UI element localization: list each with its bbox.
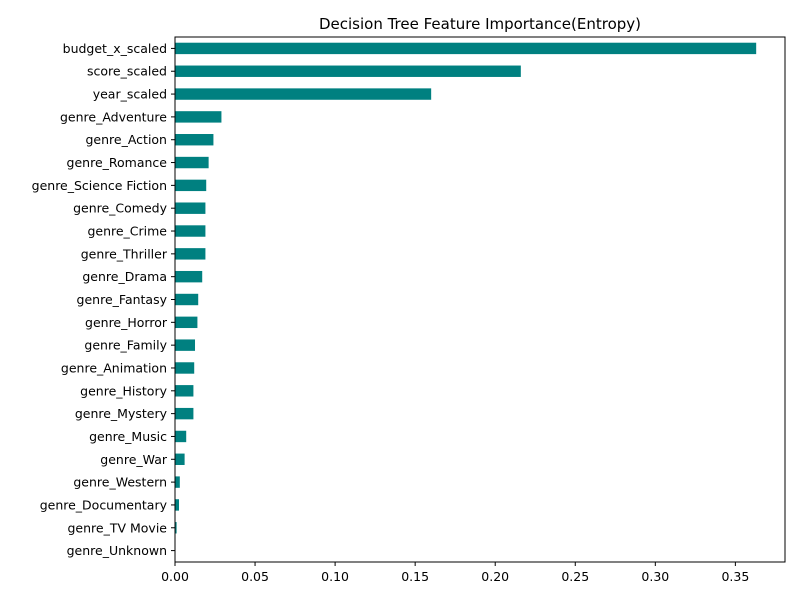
bar-genre-fantasy (175, 293, 199, 306)
bar-score-scaled (175, 65, 521, 77)
x-tick-label: 0.10 (321, 569, 349, 584)
bar-genre-family (175, 339, 196, 351)
y-tick-label: year_scaled (93, 87, 167, 102)
y-tick-label: genre_Science Fiction (32, 178, 167, 193)
x-tick-label: 0.00 (161, 569, 189, 584)
y-tick-label: genre_Unknown (67, 543, 167, 558)
y-tick-label: score_scaled (87, 64, 167, 79)
chart-title: Decision Tree Feature Importance(Entropy… (319, 15, 641, 33)
x-tick-label: 0.20 (481, 569, 509, 584)
y-tick-label: genre_Comedy (73, 201, 168, 216)
y-tick-label: genre_Animation (61, 360, 167, 375)
x-tick-label: 0.15 (401, 569, 429, 584)
y-tick-label: genre_War (100, 452, 168, 467)
y-tick-label: genre_Action (85, 132, 167, 147)
bar-genre-documentary (175, 499, 180, 511)
y-tick-label: genre_Family (84, 338, 167, 353)
x-tick-label: 0.30 (641, 569, 669, 584)
bar-genre-drama (175, 270, 203, 283)
bar-genre-thriller (175, 248, 206, 260)
x-axis-ticks: 0.00 0.05 0.10 0.15 0.20 0.25 0.30 0.35 (161, 562, 749, 584)
x-tick-label: 0.25 (561, 569, 589, 584)
bar-genre-romance (175, 156, 209, 169)
y-tick-label: budget_x_scaled (63, 41, 167, 56)
bar-budget-x-scaled (175, 42, 757, 55)
plot-frame (174, 36, 786, 563)
x-tick-label: 0.05 (241, 569, 269, 584)
bar-genre-crime (175, 225, 206, 237)
bar-year-scaled (175, 88, 432, 100)
bar-genre-tv-movie (175, 522, 177, 534)
y-tick-label: genre_Romance (67, 155, 168, 170)
bar-genre-comedy (175, 202, 206, 214)
bar-genre-horror (175, 316, 198, 329)
bar-genre-history (175, 385, 194, 397)
y-tick-label: genre_Documentary (40, 497, 168, 512)
bar-genre-animation (175, 362, 195, 374)
y-tick-label: genre_Western (73, 475, 167, 490)
y-tick-label: genre_Adventure (60, 109, 167, 124)
y-tick-label: genre_Mystery (75, 406, 168, 421)
bar-genre-science-fiction (175, 179, 207, 192)
bars-group (175, 42, 757, 557)
bar-genre-mystery (175, 407, 194, 420)
x-tick-label: 0.35 (721, 569, 749, 584)
bar-genre-music (175, 430, 187, 443)
y-tick-label: genre_Fantasy (77, 292, 168, 307)
y-tick-label: genre_History (80, 383, 167, 398)
y-tick-label: genre_Horror (85, 315, 168, 330)
bar-genre-adventure (175, 111, 222, 123)
bar-genre-western (175, 476, 180, 488)
y-tick-label: genre_Crime (87, 224, 167, 239)
y-tick-label: genre_Thriller (81, 246, 168, 261)
y-tick-label: genre_TV Movie (67, 520, 167, 535)
y-tick-label: genre_Music (89, 429, 167, 444)
bar-genre-action (175, 134, 214, 146)
bar-genre-war (175, 453, 185, 465)
y-axis-ticks: budget_x_scaled score_scaled year_scaledge… (32, 41, 175, 558)
y-tick-label: genre_Drama (82, 269, 167, 284)
